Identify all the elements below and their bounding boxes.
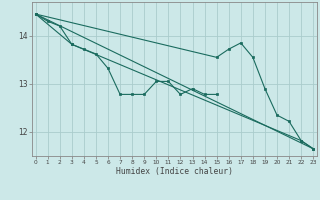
X-axis label: Humidex (Indice chaleur): Humidex (Indice chaleur): [116, 167, 233, 176]
